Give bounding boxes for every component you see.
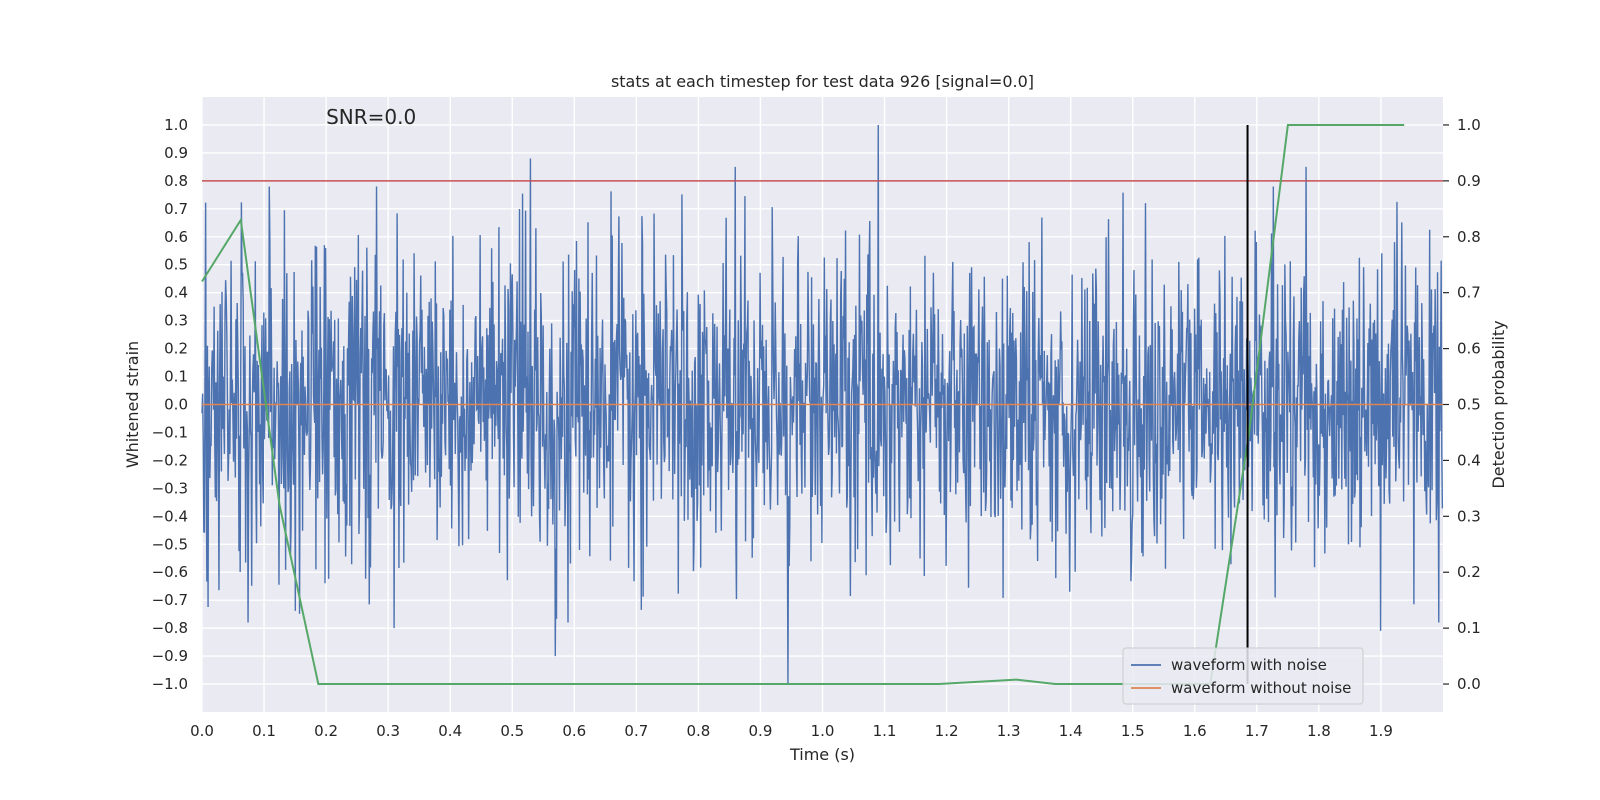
y-right-tick-label: 1.0 <box>1457 116 1481 134</box>
x-tick-label: 0.5 <box>500 722 524 740</box>
legend: waveform with noise waveform without noi… <box>1122 647 1364 705</box>
y-left-tick-label: 0.2 <box>164 340 188 358</box>
x-tick-label: 1.5 <box>1121 722 1145 740</box>
x-tick-label: 0.3 <box>376 722 400 740</box>
y-left-tick-label: −1.0 <box>152 675 188 693</box>
y-left-tick-label: 0.0 <box>164 396 188 414</box>
y-left-tick-label: 0.4 <box>164 284 188 302</box>
legend-label-clean: waveform without noise <box>1171 679 1351 697</box>
x-tick-label: 0.8 <box>686 722 710 740</box>
y-left-tick-label: −0.2 <box>152 451 188 469</box>
y-right-tick-label: 0.2 <box>1457 563 1481 581</box>
x-tick-label: 0.9 <box>749 722 773 740</box>
snr-annotation: SNR=0.0 <box>326 105 416 129</box>
x-tick-label: 1.0 <box>811 722 835 740</box>
y-left-tick-label: 0.8 <box>164 172 188 190</box>
y-left-tick-label: −0.7 <box>152 591 188 609</box>
y-left-tick-label: −0.5 <box>152 535 188 553</box>
x-tick-label: 0.7 <box>624 722 648 740</box>
y-left-tick-label: 0.7 <box>164 200 188 218</box>
y-left-tick-label: 1.0 <box>164 116 188 134</box>
x-tick-label: 1.7 <box>1245 722 1269 740</box>
x-axis-label: Time (s) <box>789 745 855 764</box>
y-right-tick-label: 0.7 <box>1457 284 1481 302</box>
y-right-tick-label: 0.5 <box>1457 396 1481 414</box>
x-tick-label: 0.1 <box>252 722 276 740</box>
x-tick-label: 0.2 <box>314 722 338 740</box>
x-tick-label: 0.4 <box>438 722 462 740</box>
chart-title: stats at each timestep for test data 926… <box>611 72 1034 91</box>
x-tick-label: 1.3 <box>997 722 1021 740</box>
y-left-tick-label: −0.4 <box>152 507 188 525</box>
y-right-tick-label: 0.3 <box>1457 507 1481 525</box>
y-left-tick-label: −0.9 <box>152 647 188 665</box>
y-left-axis-label: Whitened strain <box>123 341 142 468</box>
y-right-tick-label: 0.1 <box>1457 619 1481 637</box>
y-left-tick-label: −0.3 <box>152 479 188 497</box>
x-tick-label: 0.6 <box>562 722 586 740</box>
legend-label-noise: waveform with noise <box>1171 656 1327 674</box>
x-tick-label: 1.9 <box>1369 722 1393 740</box>
y-left-tick-label: −0.6 <box>152 563 188 581</box>
y-right-tick-label: 0.9 <box>1457 172 1481 190</box>
x-tick-label: 1.8 <box>1307 722 1331 740</box>
y-left-tick-label: 0.1 <box>164 368 188 386</box>
y-right-axis-label: Detection probability <box>1489 320 1508 488</box>
y-left-tick-label: −0.8 <box>152 619 188 637</box>
x-tick-label: 1.6 <box>1183 722 1207 740</box>
y-right-tick-label: 0.6 <box>1457 340 1481 358</box>
y-left-tick-label: 0.6 <box>164 228 188 246</box>
y-left-tick-label: 0.3 <box>164 312 188 330</box>
series-waveform-with-noise <box>201 124 1444 685</box>
y-left-tick-label: −0.1 <box>152 423 188 441</box>
x-tick-label: 1.4 <box>1059 722 1083 740</box>
y-left-tick-label: 0.5 <box>164 256 188 274</box>
legend-box <box>1122 647 1364 705</box>
x-tick-label: 1.1 <box>873 722 897 740</box>
y-right-tick-label: 0.0 <box>1457 675 1481 693</box>
x-tick-label: 1.2 <box>935 722 959 740</box>
y-left-tick-label: 0.9 <box>164 144 188 162</box>
x-tick-label: 0.0 <box>190 722 214 740</box>
y-right-tick-label: 0.4 <box>1457 451 1481 469</box>
y-right-tick-label: 0.8 <box>1457 228 1481 246</box>
